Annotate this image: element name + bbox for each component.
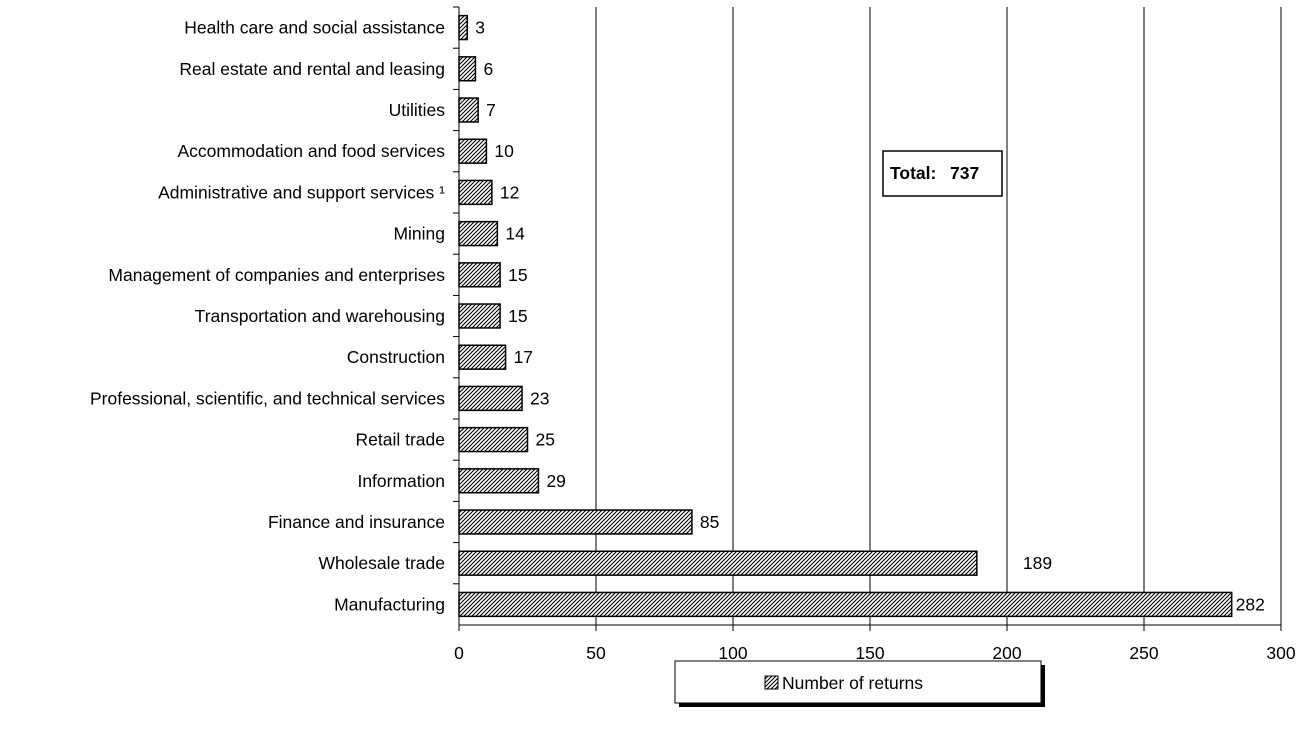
- value-label: 10: [494, 141, 514, 161]
- category-label: Health care and social assistance: [184, 18, 445, 38]
- axes: [453, 6, 1282, 631]
- bar: [458, 468, 540, 494]
- bar: [458, 220, 499, 247]
- value-label: 17: [514, 347, 533, 367]
- bar: [458, 426, 529, 453]
- x-tick-label: 50: [586, 643, 606, 663]
- bars: [458, 14, 1233, 618]
- bar: [458, 179, 493, 206]
- value-label: 189: [1023, 553, 1052, 573]
- category-label: Administrative and support services ¹: [158, 182, 445, 202]
- category-label: Construction: [347, 347, 445, 367]
- x-tick-label: 150: [855, 643, 884, 663]
- value-label: 14: [505, 224, 525, 244]
- value-label: 23: [530, 388, 549, 408]
- legend-label: Number of returns: [782, 673, 923, 693]
- value-label: 29: [546, 471, 565, 491]
- x-tick-label: 200: [992, 643, 1021, 663]
- value-label: 85: [700, 512, 719, 532]
- value-label: 25: [536, 430, 555, 450]
- category-label: Manufacturing: [334, 594, 445, 614]
- value-label: 3: [475, 18, 485, 38]
- category-label: Utilities: [389, 100, 446, 120]
- legend-box: [674, 660, 1042, 704]
- category-label: Accommodation and food services: [178, 141, 446, 161]
- bar: [458, 138, 488, 164]
- bar: [458, 591, 1233, 618]
- category-label: Finance and insurance: [268, 512, 445, 532]
- total-label: Total:: [890, 163, 936, 183]
- bar: [458, 550, 978, 576]
- x-tick-label: 0: [454, 643, 464, 663]
- category-label: Information: [357, 471, 445, 491]
- total-box: [882, 150, 1003, 197]
- value-label: 7: [486, 100, 496, 120]
- bar: [458, 303, 501, 329]
- total-annotation: Total: 737: [882, 150, 1003, 197]
- legend-swatch: [764, 675, 779, 690]
- value-label: 15: [508, 306, 527, 326]
- labels: 0 50 100 150 200 250 300 Health care and social…: [90, 18, 1296, 663]
- bar: [458, 385, 523, 412]
- bar: [458, 509, 693, 535]
- category-label: Mining: [393, 224, 445, 244]
- bar: [458, 97, 479, 123]
- bar: [458, 14, 468, 41]
- category-label: Transportation and warehousing: [195, 306, 445, 326]
- category-label: Retail trade: [356, 430, 446, 450]
- legend: Number of returns: [674, 660, 1045, 707]
- grid-lines: [595, 7, 1282, 625]
- value-label: 15: [508, 265, 527, 285]
- value-label: 282: [1236, 594, 1265, 614]
- category-label: Professional, scientific, and technical …: [90, 388, 445, 408]
- category-label: Real estate and rental and leasing: [179, 59, 445, 79]
- bar: [458, 56, 477, 82]
- category-label: Management of companies and enterprises: [108, 265, 445, 285]
- x-tick-label: 250: [1129, 643, 1158, 663]
- x-tick-label: 300: [1266, 643, 1295, 663]
- value-label: 6: [483, 59, 493, 79]
- value-label: 12: [500, 182, 519, 202]
- bar: [458, 262, 501, 288]
- bar: [458, 344, 507, 370]
- category-label: Wholesale trade: [319, 553, 445, 573]
- x-tick-label: 100: [718, 643, 747, 663]
- total-value: 737: [950, 163, 979, 183]
